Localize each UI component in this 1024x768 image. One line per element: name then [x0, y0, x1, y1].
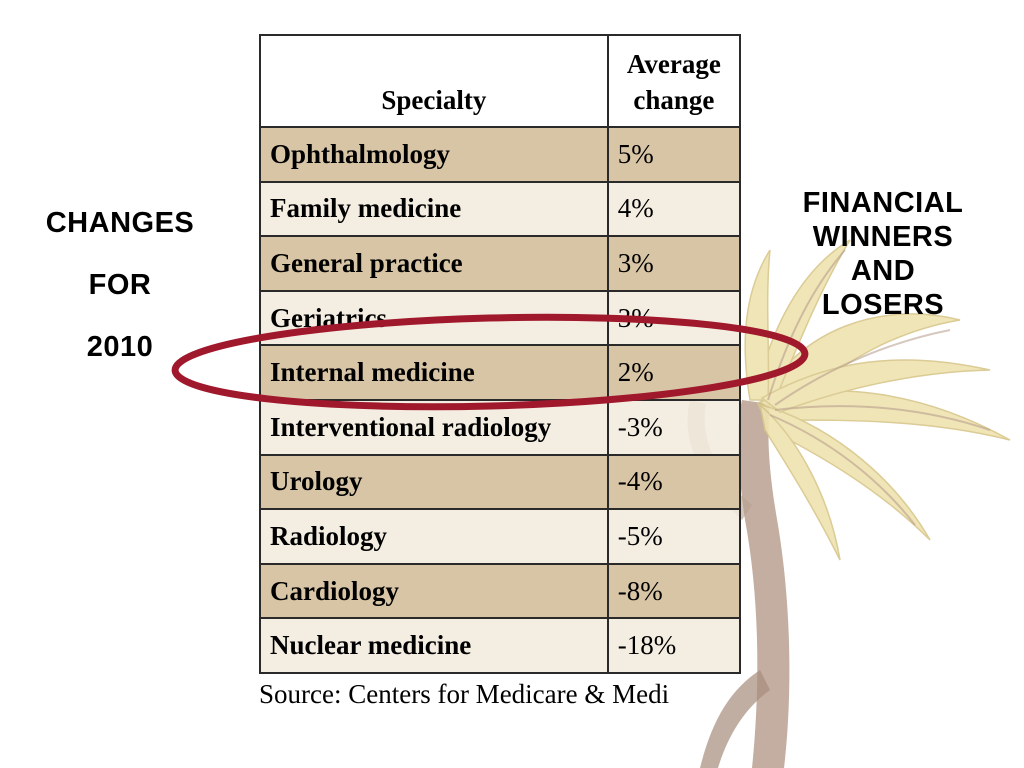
table-row: Family medicine 4% — [259, 180, 742, 238]
change-cell: -18% — [606, 617, 742, 674]
right-label-line-3: AND — [850, 255, 916, 287]
specialty-change-table: Specialty Average change Ophthalmology 5… — [259, 34, 742, 674]
table-row: General practice 3% — [259, 235, 742, 292]
change-cell: 4% — [606, 180, 742, 238]
header-change-line-1: Average — [626, 49, 721, 79]
header-average-change: Average change — [606, 34, 742, 128]
change-cell: 3% — [606, 235, 742, 292]
table-row: Ophthalmology 5% — [259, 126, 742, 183]
specialty-cell: Family medicine — [259, 180, 609, 238]
left-label-line-2: FOR — [88, 269, 152, 301]
specialty-cell: Internal medicine — [259, 344, 609, 401]
table-row: Cardiology -8% — [259, 562, 742, 620]
change-cell: -5% — [606, 508, 742, 565]
change-cell: -4% — [606, 453, 742, 511]
change-cell: 2% — [606, 344, 742, 401]
specialty-cell: Nuclear medicine — [259, 617, 609, 674]
header-specialty: Specialty — [259, 34, 609, 128]
right-label-line-2: WINNERS — [812, 221, 954, 253]
table-row: Urology -4% — [259, 453, 742, 511]
specialty-cell: General practice — [259, 235, 609, 292]
left-label-line-3: 2010 — [86, 331, 154, 363]
specialty-cell: Geriatrics — [259, 289, 609, 347]
right-label-line-1: FINANCIAL — [802, 187, 964, 219]
table-row: Nuclear medicine -18% — [259, 617, 742, 674]
specialty-cell: Interventional radiology — [259, 398, 609, 456]
change-cell: 3% — [606, 289, 742, 347]
left-label-line-1: CHANGES — [45, 207, 195, 239]
source-citation: Source: Centers for Medicare & Medi — [259, 679, 670, 709]
changes-for-2010-label: CHANGES FOR 2010 — [18, 192, 222, 378]
change-cell: 5% — [606, 126, 742, 183]
table-row: Geriatrics 3% — [259, 289, 742, 347]
change-cell: -8% — [606, 562, 742, 620]
table-header-row: Specialty Average change — [259, 34, 742, 128]
specialty-cell: Cardiology — [259, 562, 609, 620]
financial-winners-losers-label: FINANCIAL WINNERS AND LOSERS — [770, 186, 996, 322]
table-row: Interventional radiology -3% — [259, 398, 742, 456]
specialty-cell: Radiology — [259, 508, 609, 565]
right-label-line-4: LOSERS — [821, 289, 945, 321]
table-row-highlighted: Internal medicine 2% — [259, 344, 742, 401]
specialty-cell: Ophthalmology — [259, 126, 609, 183]
specialty-cell: Urology — [259, 453, 609, 511]
table-row: Radiology -5% — [259, 508, 742, 565]
change-cell: -3% — [606, 398, 742, 456]
header-change-line-2: change — [633, 85, 715, 115]
